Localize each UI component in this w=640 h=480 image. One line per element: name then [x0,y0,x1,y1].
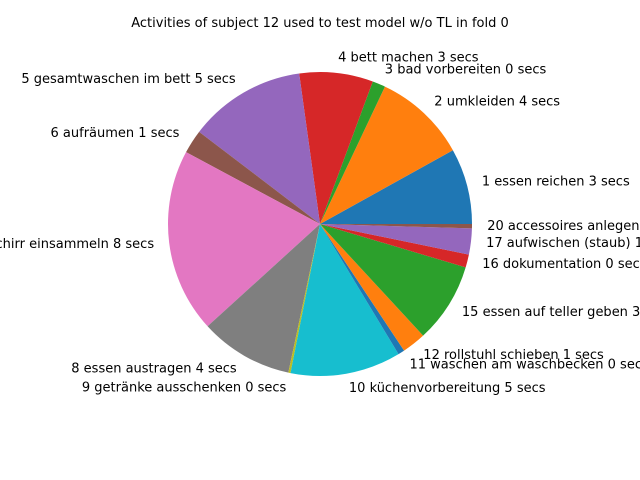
pie-slice-6-aufr-umen-1-secs [186,131,320,224]
pie-slice-1-essen-reichen-3-secs [320,150,472,224]
pie-label-2-umkleiden-4-secs: 2 umkleiden 4 secs [434,95,560,110]
pie-label-3-bad-vorbereiten-0-secs: 3 bad vorbereiten 0 secs [385,62,547,77]
pie-labels: 1 essen reichen 3 secs 2 umkleiden 4 secs… [0,50,640,396]
pie-label-17-aufwischen-staub-1-secs: 17 aufwischen (staub) 1 secs [486,236,640,251]
pie-label-10-k-chenvorbereitung-5-secs: 10 küchenvorbereitung 5 secs [349,381,546,396]
pie-label-7-geschirr-einsammeln-8-secs: 7 geschirr einsammeln 8 secs [0,237,154,252]
pie-slice-5-gesamtwaschen-im-bett-5-secs [199,73,320,224]
pie-label-11-waschen-am-waschbecken-0-secs: 11 waschen am waschbecken 0 secs [410,358,640,373]
pie-label-1-essen-reichen-3-secs: 1 essen reichen 3 secs [482,175,630,190]
pie-slice-7-geschirr-einsammeln-8-secs [168,152,320,327]
pie-slice-17-aufwischen-staub-1-secs [320,224,472,255]
pie-slice-15-essen-auf-teller-geben-3-secs [320,224,466,336]
pie-slice-2-umkleiden-4-secs [320,86,453,224]
pie-label-5-gesamtwaschen-im-bett-5-secs: 5 gesamtwaschen im bett 5 secs [21,72,236,87]
pie-slices [168,72,473,377]
pie-label-12-rollstuhl-schieben-1-secs: 12 rollstuhl schieben 1 secs [423,348,604,363]
pie-label-15-essen-auf-teller-geben-3-secs: 15 essen auf teller geben 3 secs [462,305,640,320]
pie-slice-8-essen-austragen-4-secs [207,224,320,373]
pie-slice-12-rollstuhl-schieben-1-secs [320,224,424,351]
pie-slice-4-bett-machen-3-secs [299,72,373,224]
pie-label-4-bett-machen-3-secs: 4 bett machen 3 secs [338,50,479,65]
pie-label-8-essen-austragen-4-secs: 8 essen austragen 4 secs [71,362,237,377]
pie-slice-3-bad-vorbereiten-0-secs [320,81,385,225]
pie-slice-20-accessoires-anlegen-0-secs [320,224,473,229]
pie-slice-9-getr-nke-ausschenken-0-secs [288,224,320,374]
pie-label-9-getr-nke-ausschenken-0-secs: 9 getränke ausschenken 0 secs [82,380,287,395]
pie-slice-10-k-chenvorbereitung-5-secs [290,224,399,377]
pie-slice-16-dokumentation-0-secs [320,224,469,268]
pie-label-6-aufr-umen-1-secs: 6 aufräumen 1 secs [51,126,180,141]
pie-label-20-accessoires-anlegen-0-secs: 20 accessoires anlegen 0 secs [487,219,640,234]
pie-slice-11-waschen-am-waschbecken-0-secs [320,224,405,355]
chart-title: Activities of subject 12 used to test mo… [131,16,509,31]
pie-label-16-dokumentation-0-secs: 16 dokumentation 0 secs [482,257,640,272]
